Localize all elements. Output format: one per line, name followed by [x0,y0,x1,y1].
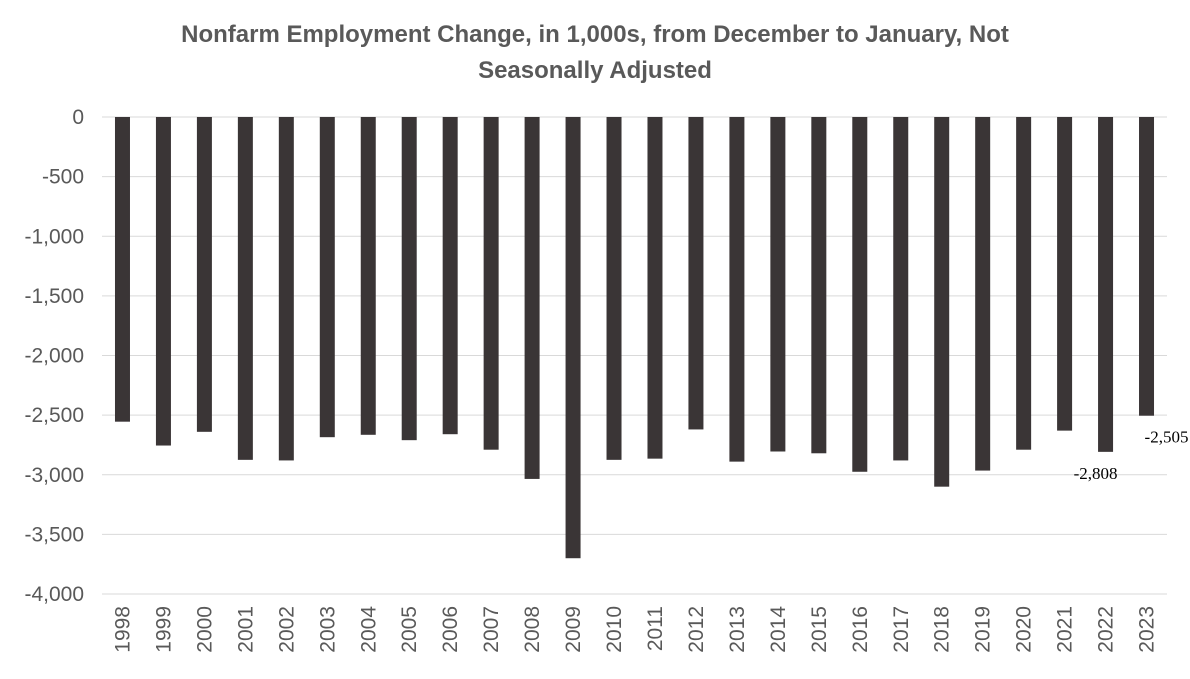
y-tick-label: 0 [72,106,84,129]
data-label-2022: -2,808 [1074,464,1118,483]
x-tick-label: 2005 [398,606,421,653]
bar-2012 [688,117,704,430]
x-tick-label: 2019 [972,606,995,653]
bar-2022 [1098,117,1114,452]
bar-2017 [893,117,909,461]
x-tick-label: 2001 [234,606,257,653]
y-tick-label: -2,000 [24,345,84,368]
y-tick-label: -1,000 [24,225,84,248]
bar-2010 [606,117,622,460]
x-tick-label: 2010 [603,606,626,653]
x-tick-label: 1998 [111,606,134,653]
bar-2001 [237,117,253,460]
chart-title-line-2: Seasonally Adjusted [478,57,712,84]
bar-2011 [647,117,663,459]
x-tick-label: 2000 [193,606,216,653]
bar-2003 [319,117,335,438]
data-label-2023: -2,505 [1145,428,1189,447]
y-tick-label: -4,000 [24,583,84,606]
bar-2023 [1139,117,1155,416]
x-tick-label: 1999 [152,606,175,653]
y-tick-label: -1,500 [24,285,84,308]
x-tick-label: 2003 [316,606,339,653]
x-tick-label: 2016 [849,606,872,653]
x-tick-label: 2009 [562,606,585,653]
bar-2008 [524,117,540,479]
x-tick-label: 2017 [890,606,913,653]
bar-2004 [360,117,376,435]
y-tick-label: -500 [42,166,84,189]
bar-2021 [1057,117,1073,431]
x-tick-label: 2020 [1013,606,1036,653]
x-tick-label: 2006 [439,606,462,653]
bar-2014 [770,117,786,452]
x-tick-label: 2014 [767,606,790,653]
bar-2015 [811,117,827,454]
bar-2016 [852,117,868,472]
x-tick-label: 2007 [480,606,503,653]
x-tick-label: 2002 [275,606,298,653]
y-tick-label: -2,500 [24,404,84,427]
bar-2009 [565,117,581,559]
x-tick-label: 2015 [808,606,831,653]
bar-2005 [401,117,417,441]
bar-1999 [155,117,171,446]
bar-1998 [114,117,130,422]
y-tick-label: -3,500 [24,523,84,546]
bar-2007 [483,117,499,450]
bar-2020 [1016,117,1032,450]
bar-2002 [278,117,294,461]
y-tick-label: -3,000 [24,464,84,487]
x-tick-label: 2008 [521,606,544,653]
x-tick-label: 2011 [644,606,667,651]
bar-2006 [442,117,458,435]
bar-2013 [729,117,745,462]
x-tick-label: 2021 [1054,606,1077,653]
x-tick-label: 2023 [1136,606,1159,653]
bar-2000 [196,117,212,432]
x-tick-label: 2018 [931,606,954,653]
chart-title-line-1: Nonfarm Employment Change, in 1,000s, fr… [181,21,1009,48]
bar-2018 [934,117,950,487]
x-tick-label: 2004 [357,606,380,653]
x-tick-label: 2022 [1095,606,1118,653]
x-tick-label: 2013 [726,606,749,653]
x-tick-label: 2012 [685,606,708,653]
bar-2019 [975,117,991,471]
